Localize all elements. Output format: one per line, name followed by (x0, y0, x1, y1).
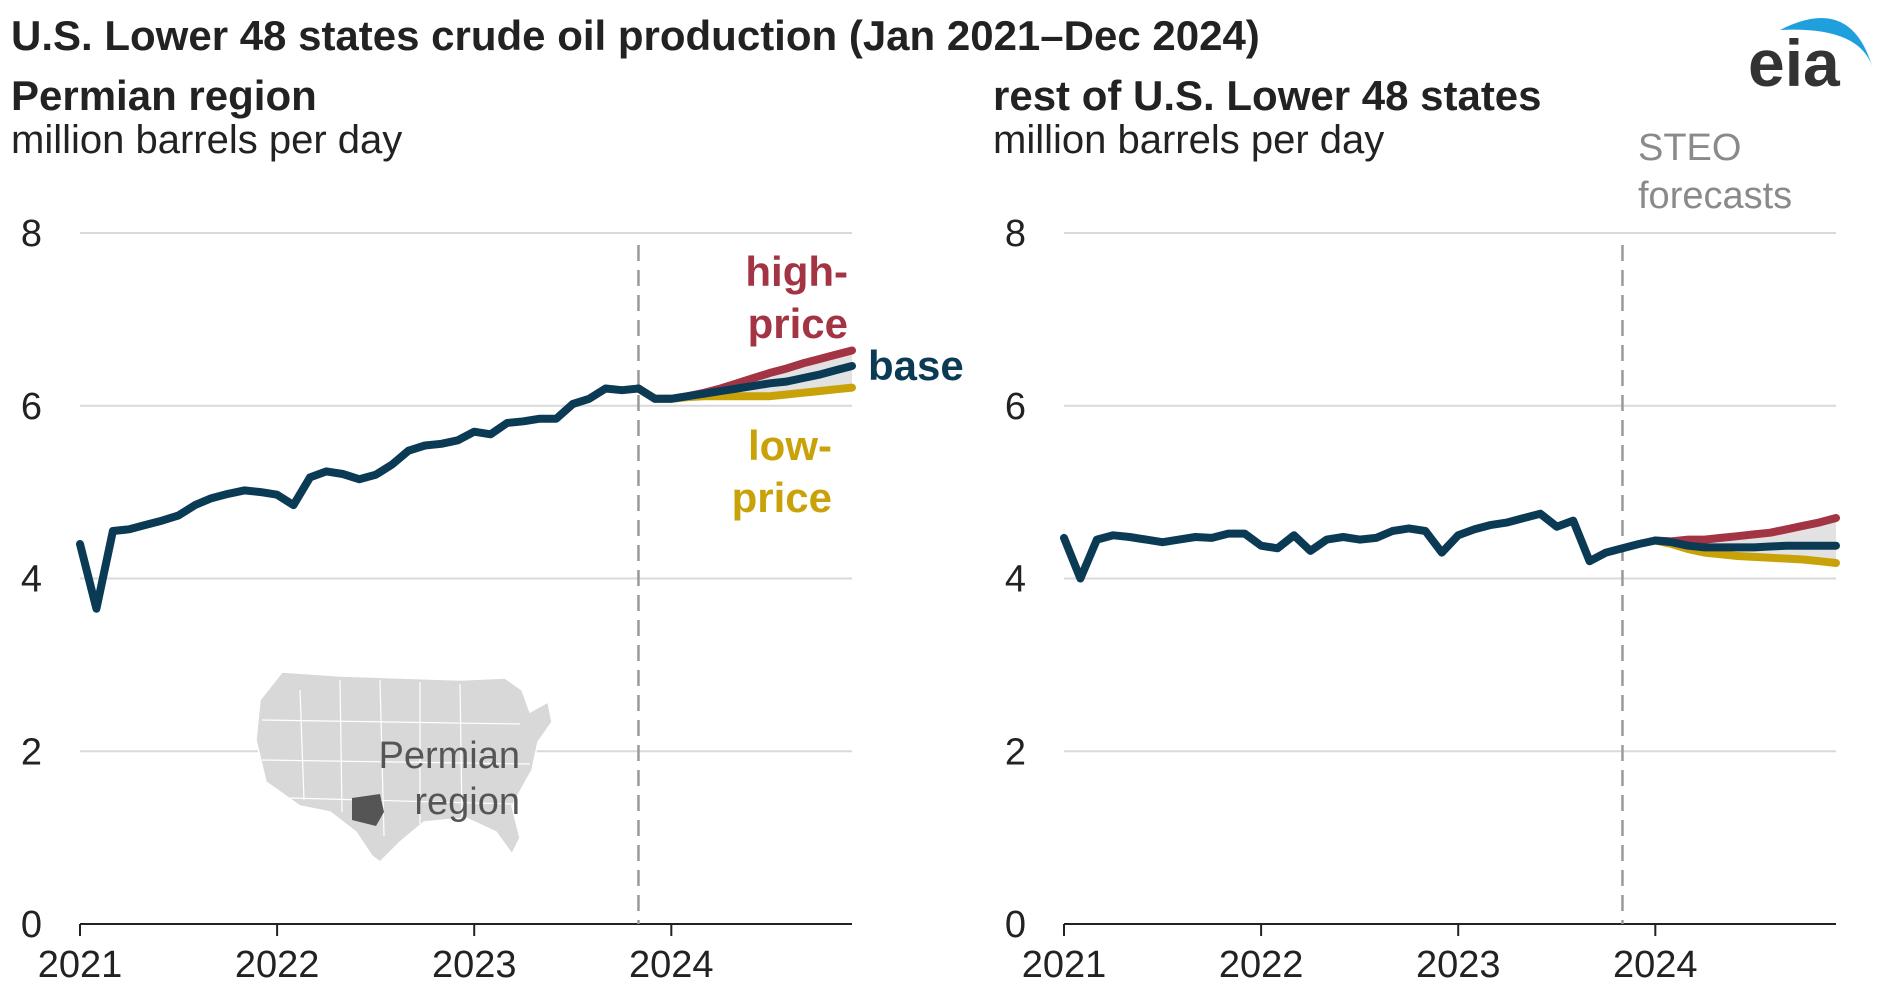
state-border (261, 759, 531, 765)
state-border (339, 679, 343, 813)
y-tick-label: 4 (21, 559, 42, 601)
state-border (299, 689, 305, 801)
series-label-low-price: low-price (732, 422, 832, 521)
y-tick-label: 2 (1005, 731, 1026, 773)
x-tick-label: 2022 (1219, 944, 1304, 986)
map-label: Permian region (379, 735, 521, 823)
y-tick-label: 6 (1005, 386, 1026, 428)
series-label-base: base (868, 342, 964, 389)
x-tick-label: 2024 (1613, 944, 1698, 986)
y-tick-label: 6 (21, 386, 42, 428)
state-border (261, 719, 521, 725)
series-line-base (634, 362, 856, 403)
series-line-history (76, 384, 643, 613)
logo-text: eia (1748, 26, 1841, 92)
forecast-range-band (638, 350, 852, 399)
series-line-history (1060, 509, 1660, 583)
panel-title-permian: Permian region (11, 72, 317, 119)
y-tick-label: 0 (1005, 904, 1026, 946)
chart-panel-rest: 0 2 4 6 8 2021 2022 2023 2024 STEO forecasts (1005, 127, 1840, 986)
x-tick-label: 2021 (1022, 944, 1107, 986)
forecast-note: STEO forecasts (1638, 127, 1792, 217)
eia-logo: eia (1748, 18, 1872, 92)
panel-unit-permian: million barrels per day (11, 118, 403, 162)
page-title: U.S. Lower 48 states crude oil productio… (11, 12, 1260, 59)
x-tick-label: 2023 (432, 944, 517, 986)
y-tick-label: 8 (1005, 213, 1026, 255)
y-tick-label: 2 (21, 731, 42, 773)
x-tick-label: 2021 (38, 944, 123, 986)
chart-panel-permian: 0 2 4 6 8 2021 2022 2023 2024 high-price base low-p… (21, 213, 964, 986)
state-border (459, 683, 463, 819)
y-tick-label: 4 (1005, 559, 1026, 601)
logo-arc-icon (1780, 18, 1872, 66)
panel-title-rest: rest of U.S. Lower 48 states (993, 72, 1542, 119)
panel-unit-rest: million barrels per day (993, 118, 1385, 162)
x-tick-label: 2022 (235, 944, 320, 986)
permian-region-shape (352, 794, 384, 826)
series-line-high-price (1651, 514, 1840, 546)
x-tick-label: 2023 (1416, 944, 1501, 986)
y-tick-label: 8 (21, 213, 42, 255)
us-map-icon (255, 671, 553, 863)
state-border (289, 797, 513, 805)
series-line-base (1651, 536, 1840, 552)
x-tick-label: 2024 (629, 944, 714, 986)
y-tick-label: 0 (21, 904, 42, 946)
series-label-high-price: high-price (745, 248, 848, 347)
